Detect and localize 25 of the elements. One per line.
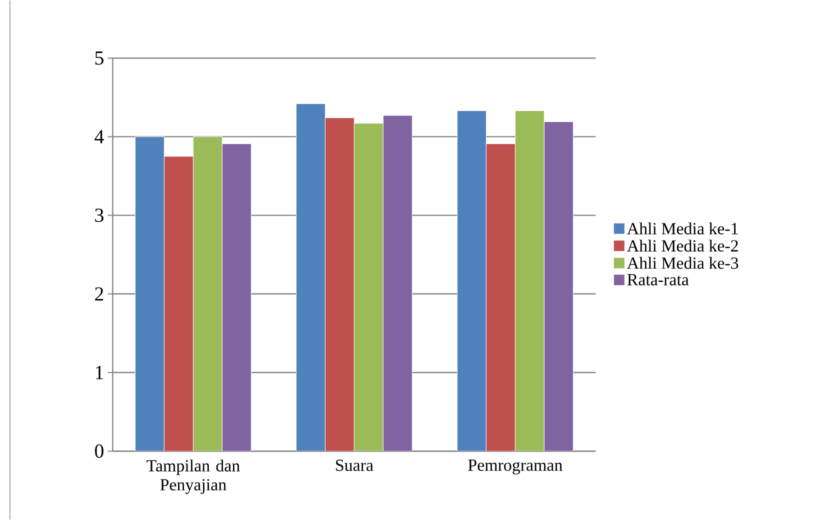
y-tick-label: 2 — [95, 287, 104, 300]
bar — [134, 136, 164, 452]
y-tick-label: 4 — [94, 130, 104, 144]
bar — [222, 144, 252, 452]
legend-label: Rata-rata — [627, 274, 689, 286]
bar — [382, 115, 412, 452]
bar — [324, 118, 354, 452]
bar — [296, 103, 326, 452]
bar — [192, 136, 222, 452]
y-tick-label: 0 — [94, 444, 104, 458]
x-tick-label: Pemrograman — [468, 460, 562, 474]
x-tick-label: Suara — [336, 460, 374, 472]
y-tick-label: 5 — [95, 51, 104, 65]
y-tick-label: 3 — [95, 208, 104, 222]
bar — [354, 123, 384, 452]
bar — [164, 156, 194, 452]
bar — [456, 110, 486, 452]
bar — [514, 110, 544, 452]
legend-label: Ahli Media ke-1 — [627, 222, 738, 234]
x-tick-label: Tampilan dan Penyajian — [146, 460, 240, 494]
legend-label: Ahli Media ke-2 — [627, 240, 738, 252]
y-tick-label: 1 — [96, 366, 103, 380]
bar — [544, 122, 574, 452]
bar — [486, 144, 516, 452]
legend-label: Ahli Media ke-3 — [627, 256, 738, 269]
